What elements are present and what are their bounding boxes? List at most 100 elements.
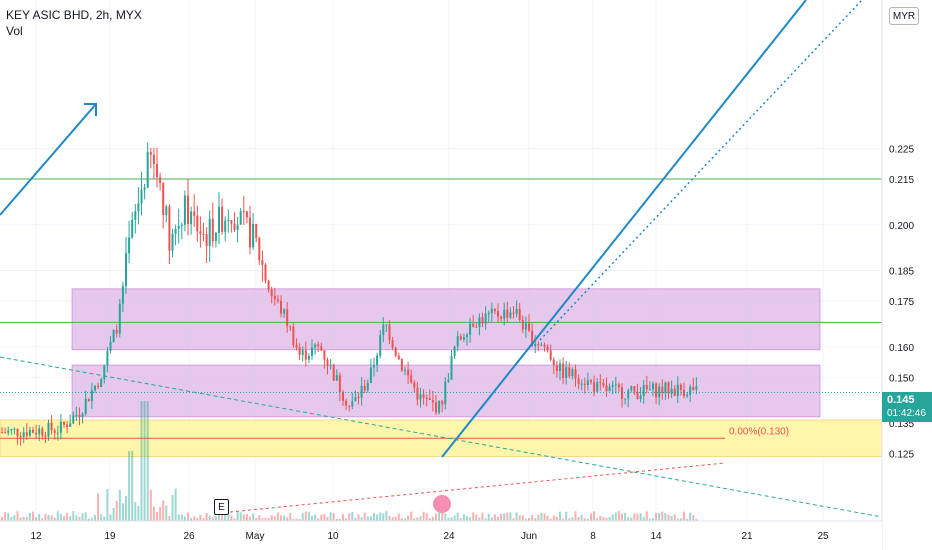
- candle-body: [686, 394, 689, 397]
- volume-bar: [419, 516, 422, 521]
- candle-body: [630, 386, 633, 391]
- fib-level-label: 0.00%(0.130): [729, 426, 789, 437]
- volume-bar: [441, 512, 444, 521]
- currency-button[interactable]: MYR: [889, 7, 919, 25]
- volume-bar: [298, 518, 301, 521]
- volume-bar: [180, 514, 183, 521]
- volume-bar: [422, 511, 425, 521]
- volume-bar: [670, 516, 673, 521]
- trend-line-dashed-teal: [0, 356, 883, 518]
- candle-body: [369, 367, 372, 384]
- candle-body: [239, 211, 242, 225]
- volume-bar: [149, 489, 152, 521]
- candle-body: [109, 341, 112, 351]
- candle-body: [373, 365, 375, 368]
- candle-body: [633, 386, 636, 392]
- candle-body: [218, 207, 220, 233]
- candle-body: [493, 308, 496, 312]
- volume-bar: [72, 511, 75, 521]
- candle-body: [50, 422, 53, 431]
- volume-bar: [10, 517, 13, 521]
- volume-bar: [103, 516, 106, 521]
- volume-bar: [466, 516, 468, 521]
- volume-bar: [112, 507, 115, 521]
- volume-bar: [676, 518, 679, 521]
- volume-bar: [602, 517, 605, 521]
- volume-bar: [171, 495, 174, 521]
- volume-bar: [211, 517, 214, 521]
- candle-body: [159, 177, 162, 184]
- volume-bar: [190, 517, 193, 521]
- candle-body: [10, 429, 13, 431]
- volume-bar: [413, 518, 416, 521]
- volume-bar: [165, 505, 168, 521]
- candle-body: [438, 400, 441, 413]
- earnings-marker[interactable]: E: [214, 499, 229, 515]
- candle-body: [404, 369, 406, 371]
- volume-bar: [438, 512, 441, 521]
- volume-bar: [283, 515, 286, 521]
- candle-body: [562, 363, 565, 378]
- candle-body: [193, 211, 196, 216]
- volume-bar: [205, 512, 208, 521]
- volume-bar: [128, 451, 131, 521]
- candle-body: [292, 326, 295, 346]
- volume-bar: [667, 514, 670, 521]
- volume-bar: [16, 511, 19, 521]
- volume-bar: [174, 488, 177, 521]
- volume-bar: [168, 516, 171, 521]
- bar-countdown: 01:42:46: [887, 408, 926, 419]
- volume-bar: [245, 514, 248, 521]
- volume-bar: [695, 518, 698, 521]
- candle-body: [475, 326, 478, 328]
- volume-bar: [162, 500, 165, 521]
- volume-bar: [583, 518, 586, 521]
- candle-body: [32, 429, 34, 433]
- volume-indicator-label[interactable]: Vol: [6, 24, 23, 38]
- candle-body: [286, 309, 289, 327]
- volume-bar: [363, 512, 366, 521]
- candle-body: [428, 398, 431, 400]
- candle-body: [53, 430, 56, 433]
- candle-body: [627, 390, 630, 399]
- time-tick-label: 14: [650, 531, 662, 542]
- candle-body: [692, 386, 695, 390]
- volume-bar: [143, 401, 146, 521]
- volume-bar: [500, 513, 503, 521]
- candle-body: [72, 415, 75, 424]
- candle-body: [624, 398, 627, 400]
- candle-body: [264, 264, 267, 281]
- candle-body: [385, 324, 388, 326]
- volume-bar: [270, 515, 273, 521]
- volume-bar: [332, 513, 335, 521]
- volume-bar: [524, 518, 527, 521]
- time-tick-label: 25: [817, 531, 829, 542]
- volume-bar: [630, 517, 633, 521]
- volume-bar: [354, 517, 357, 521]
- volume-bar: [307, 511, 310, 521]
- candle-body: [143, 187, 146, 190]
- volume-bar: [4, 511, 7, 521]
- candle-body: [472, 323, 475, 327]
- volume-bar: [534, 518, 537, 521]
- candle-body: [44, 435, 47, 437]
- candle-body: [469, 323, 472, 335]
- candle-body: [28, 429, 31, 436]
- candle-body: [314, 344, 317, 348]
- candle-body: [332, 364, 335, 381]
- candle-body: [435, 402, 437, 413]
- symbol-title[interactable]: KEY ASIC BHD, 2h, MYX: [6, 8, 142, 22]
- candle-body: [639, 395, 642, 400]
- volume-bar: [431, 516, 434, 521]
- volume-bar: [19, 517, 22, 521]
- volume-bar: [428, 518, 431, 521]
- volume-bar: [115, 500, 118, 521]
- candle-body: [546, 346, 549, 351]
- volume-bar: [13, 515, 16, 521]
- volume-bar: [472, 512, 475, 521]
- candle-body: [481, 317, 484, 324]
- candle-body: [586, 380, 589, 385]
- volume-bar: [484, 518, 487, 521]
- volume-bar: [345, 518, 348, 521]
